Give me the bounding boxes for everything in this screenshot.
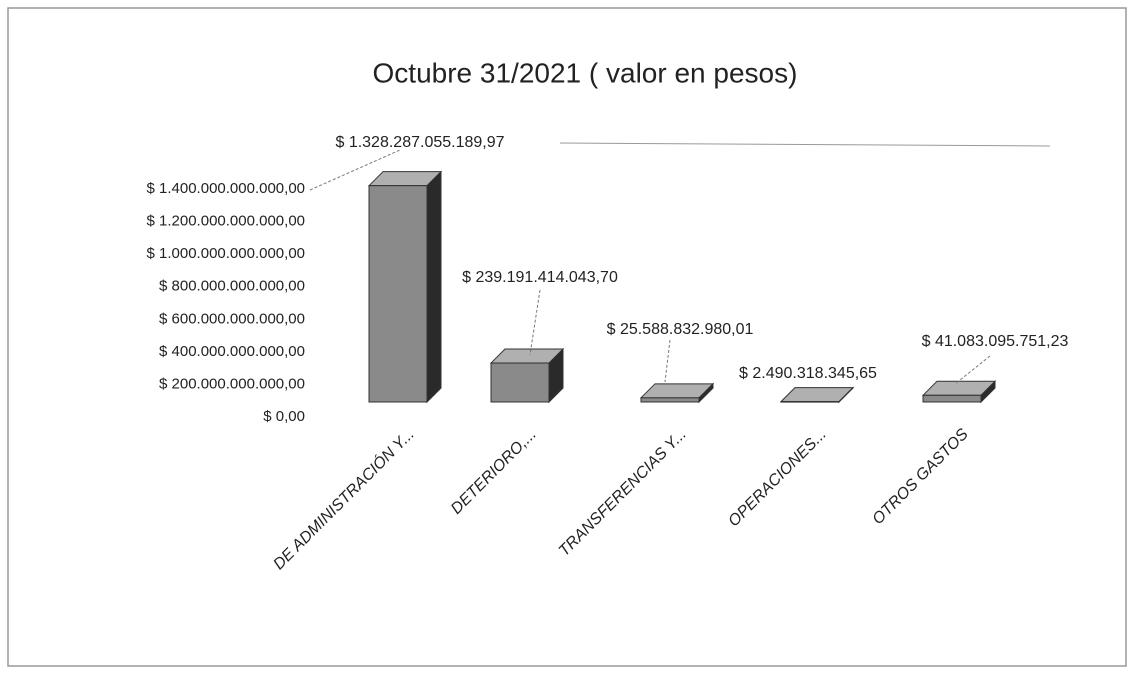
y-tick-label: $ 800.000.000.000,00 [159,278,305,295]
bar [922,394,982,403]
y-tick-label: $ 1.400.000.000.000,00 [147,180,305,197]
chart-border [7,7,1127,667]
y-tick-label: $ 600.000.000.000,00 [159,310,305,327]
bar [640,397,700,403]
y-tick-label: $ 0,00 [263,408,305,425]
chart-title: Octubre 31/2021 ( valor en pesos) [373,57,798,88]
bar-side [426,170,442,404]
y-tick-label: $ 1.000.000.000.000,00 [147,245,305,262]
value-label: $ 239.191.414.043,70 [462,269,618,286]
leader-line [309,149,401,191]
back-wall-edge [559,142,1051,147]
bar [368,185,428,403]
y-tick-label: $ 200.000.000.000,00 [159,375,305,392]
value-label: $ 2.490.318.345,65 [739,365,877,382]
value-label: $ 41.083.095.751,23 [922,333,1069,350]
value-label: $ 1.328.287.055.189,97 [335,134,504,151]
bar [780,401,840,403]
value-label: $ 25.588.832.980,01 [607,321,754,338]
bar [490,362,550,403]
leader-line [664,339,671,383]
leader-line [529,289,541,356]
leader-line [954,355,991,385]
y-tick-label: $ 400.000.000.000,00 [159,343,305,360]
y-tick-label: $ 1.200.000.000.000,00 [147,213,305,230]
